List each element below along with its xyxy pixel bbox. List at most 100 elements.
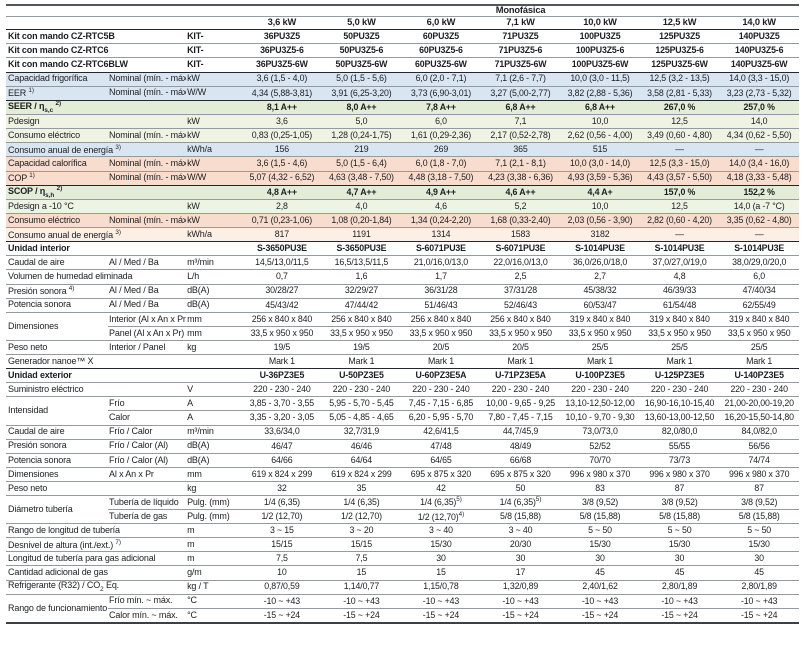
value-cell: 20/30 <box>480 537 561 552</box>
value-cell: -15 ~ +24 <box>719 607 799 623</box>
value-cell: 3,23 (2,73 - 5,32) <box>719 85 799 101</box>
value-cell: 70/70 <box>560 452 640 468</box>
value-cell: 7,45 - 7,15 - 6,85 <box>401 396 481 411</box>
row-sublabel: Tubería de gas <box>108 509 187 524</box>
value-cell: 12,5 <box>639 114 720 129</box>
value-cell: 33,5 x 950 x 950 <box>321 325 402 341</box>
capacity-header: 6,0 kW <box>401 15 481 30</box>
value-cell: -15 ~ +24 <box>242 607 322 623</box>
value-cell: 5,0 (1,5 - 5,6) <box>321 71 402 87</box>
row-label: Consumo anual de energía 3) <box>6 227 187 242</box>
value-cell: 1,6 <box>321 269 402 285</box>
value-cell: 36PU3Z5 <box>242 29 322 44</box>
value-cell: 46/39/33 <box>639 283 720 299</box>
row-label: Dimensiones <box>6 466 109 482</box>
value-cell: 140PU3Z5-6W <box>719 57 799 73</box>
row-unit: kg <box>186 480 243 496</box>
value-cell: 25/5 <box>639 339 720 355</box>
row-label: Caudal de aire <box>6 424 109 440</box>
value-cell: 4,48 (3,18 - 7,50) <box>401 170 481 186</box>
value-cell: 1,28 (0,24-1,75) <box>321 128 402 143</box>
value-cell: 157,0 % <box>639 184 720 200</box>
spec-row: Capacidad calorífica Nominal (mín. - máx.… <box>6 156 799 171</box>
value-cell: 14,0 (a -7 °C) <box>719 198 799 214</box>
spec-row: Calor mín. ~ máx. °C -15 ~ +24 -15 ~ +24 -15… <box>6 607 799 623</box>
value-cell: 319 x 840 x 840 <box>719 311 799 327</box>
value-cell: 3,85 - 3,70 - 3,55 <box>242 396 322 411</box>
value-cell: 1314 <box>401 227 481 242</box>
value-cell: 269 <box>401 142 481 157</box>
value-cell: 12,5 <box>639 198 720 214</box>
value-cell: 7,1 (2,6 - 7,7) <box>480 71 561 87</box>
value-cell: 15/15 <box>321 537 402 552</box>
value-cell: -15 ~ +24 <box>321 607 402 623</box>
row-label: Kit con mando CZ-RTC5B <box>6 29 187 44</box>
spec-table: Monofásica 3,6 kW 5,0 kW 6,0 kW 7,1 kW 10,0 … <box>6 3 799 624</box>
value-cell: 5/8 (15,88) <box>639 509 720 524</box>
value-cell: -15 ~ +24 <box>401 607 481 623</box>
value-cell: 36,0/26,0/18,0 <box>560 255 640 270</box>
value-cell: 14,0 <box>719 114 799 129</box>
value-cell: S-1014PU3E <box>560 241 640 256</box>
row-sublabel: Al x An x Pr <box>108 466 187 482</box>
value-cell: — <box>639 142 720 157</box>
value-cell: 21,00-20,00-19,20 <box>719 396 799 411</box>
value-cell: 1/4 (6,35) <box>321 494 402 510</box>
value-cell: 3 ~ 20 <box>321 523 402 538</box>
spec-row: Caudal de aire Al / Med / Ba m³/min 14,5/13… <box>6 255 799 270</box>
value-cell: 220 - 230 - 240 <box>639 382 720 397</box>
value-cell: 30/28/27 <box>242 283 322 299</box>
spec-row: Dimensiones Interior (Al x An x Pr) mm 256 … <box>6 311 799 341</box>
value-cell: 256 x 840 x 840 <box>321 311 402 327</box>
value-cell: 15 <box>401 565 481 581</box>
value-cell: 52/46/43 <box>480 297 561 313</box>
value-cell: 256 x 840 x 840 <box>480 311 561 327</box>
value-cell: 14,5/13,0/11,5 <box>242 255 322 270</box>
value-cell: 30 <box>639 551 720 566</box>
value-cell: 996 x 980 x 370 <box>719 466 799 482</box>
value-cell: 1,68 (0,33-2,40) <box>480 213 561 228</box>
value-cell: 4,7 A++ <box>321 184 402 200</box>
value-cell: 6,0 (2,0 - 7,1) <box>401 71 481 87</box>
value-cell: 47/48 <box>401 438 481 454</box>
row-label: EER 1) <box>6 85 109 101</box>
value-cell: 140PU3Z5-6 <box>719 43 799 58</box>
value-cell: 1,15/0,78 <box>401 579 481 595</box>
value-cell: 12,5 (3,3 - 15,0) <box>639 156 720 171</box>
spec-row: Presión sonora 4) Al / Med / Ba dB(A) 30/28… <box>6 283 799 299</box>
value-cell: 15/30 <box>639 537 720 552</box>
row-label: Consumo eléctrico <box>6 128 109 143</box>
row-unit: m³/min <box>186 255 243 270</box>
value-cell: 4,93 (3,59 - 5,36) <box>560 170 640 186</box>
row-label: Peso neto <box>6 339 109 355</box>
value-cell: 1,7 <box>401 269 481 285</box>
spec-row: SCOP / ηs,h 2) 4,8 A++ 4,7 A++ 4,9 A++ 4,6 A… <box>6 184 799 200</box>
row-label: Consumo eléctrico <box>6 213 109 228</box>
value-cell: S-1014PU3E <box>719 241 799 256</box>
value-cell: 64/66 <box>242 452 322 468</box>
value-cell: 619 x 824 x 299 <box>321 466 402 482</box>
value-cell: 4,0 <box>321 198 402 214</box>
row-label: Suministro eléctrico <box>6 382 187 397</box>
row-sublabel: Calor <box>108 410 187 425</box>
value-cell: 6,0 <box>401 114 481 129</box>
value-cell: -15 ~ +24 <box>480 607 561 623</box>
value-cell: 219 <box>321 142 402 157</box>
phase-header: Monofásica <box>242 3 799 17</box>
value-cell: 71PU3Z5 <box>480 29 561 44</box>
value-cell: 60PU3Z5-6W <box>401 57 481 73</box>
value-cell: 30 <box>401 551 481 566</box>
value-cell: 619 x 824 x 299 <box>242 466 322 482</box>
spec-row: Kit con mando CZ-RTC6BLW KIT- 36PU3Z5-6W 50… <box>6 57 799 73</box>
value-cell: 1,08 (0,20-1,84) <box>321 213 402 228</box>
value-cell: 1/4 (6,35)5) <box>401 494 481 510</box>
value-cell: 19/5 <box>242 339 322 355</box>
row-unit <box>186 354 243 369</box>
row-label: Pdesign <box>6 114 187 129</box>
value-cell: 71PU3Z5-6 <box>480 43 561 58</box>
value-cell: 45 <box>560 565 640 581</box>
row-unit: A <box>186 396 243 411</box>
value-cell: 10,00 - 9,65 - 9,25 <box>480 396 561 411</box>
value-cell: 3,58 (2,81 - 5,33) <box>639 85 720 101</box>
value-cell: 44,7/45,9 <box>480 424 561 440</box>
